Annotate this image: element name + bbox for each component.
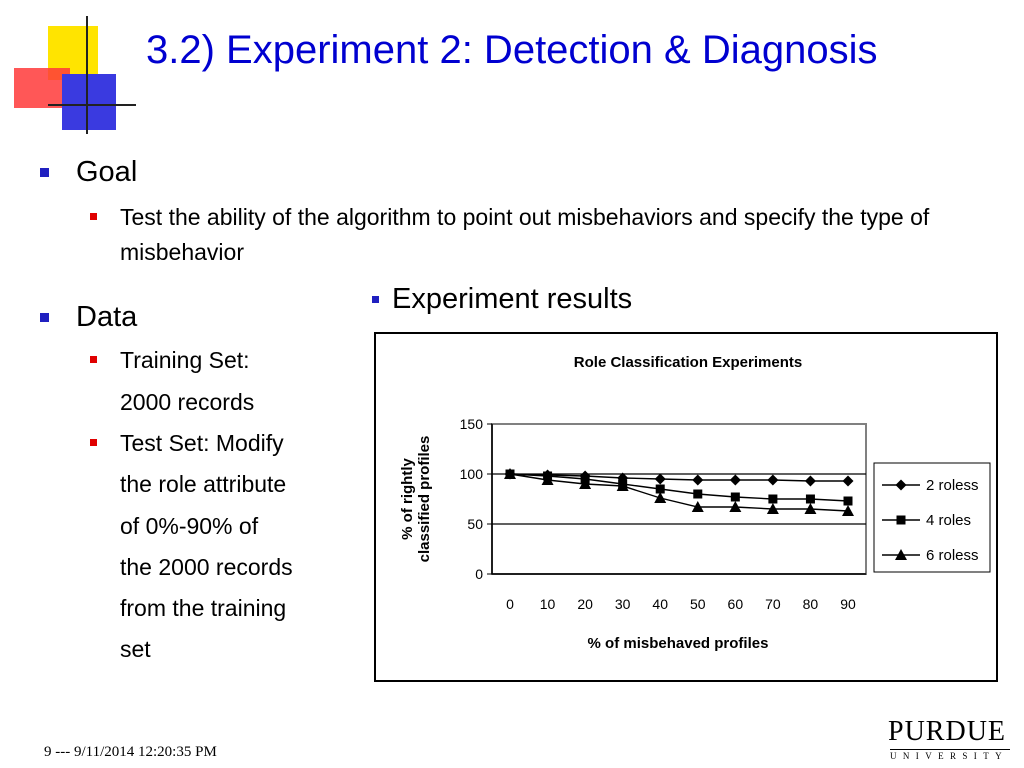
data-point-square [843,496,853,506]
series-line-triangle [509,473,849,512]
data-point-diamond [654,473,666,485]
training-line-1: Training Set: [120,347,250,373]
x-tick-label: 40 [652,596,668,612]
data-point-diamond [842,475,854,487]
data-point-triangle [541,474,554,485]
legend-label: 4 roles [926,512,971,529]
data-point-triangle [504,468,516,479]
slide-title: 3.2) Experiment 2: Detection & Diagnosis [146,28,878,72]
legend-label: 2 roless [926,477,979,494]
goal-text: Test the ability of the algorithm to poi… [120,204,930,265]
data-label: Data [76,301,138,333]
logo-sub-text: UNIVERSITY [890,751,1008,761]
legend-box [873,462,991,573]
bullet-square-icon [372,296,379,303]
bullet-square-icon [40,168,49,177]
x-tick-label: 80 [803,596,819,612]
data-point-square [768,494,778,504]
x-tick-label: 20 [577,596,593,612]
data-point-triangle [842,505,854,516]
series-line-diamond [509,473,848,482]
y-tick-label: 50 [467,516,483,532]
series-line-square [509,473,849,502]
test-line-5: set [120,636,151,662]
data-point-diamond [729,474,741,486]
x-tick-label: 90 [840,596,856,612]
x-axis-label: % of misbehaved profiles [588,635,769,652]
decor-horizontal-line [48,104,136,106]
chart-title: Role Classification Experiments [574,354,802,371]
decor-red-square [14,68,70,108]
bullet-training-set: Training Set: [90,343,250,378]
data-point-square [730,492,740,502]
test-line-0: Test Set: Modify [120,430,284,456]
logo-rule [890,749,1010,750]
legend-marker-diamond [895,479,907,491]
data-point-triangle [804,503,817,514]
test-line-3: the 2000 records [120,554,293,580]
results-heading-text: Experiment results [392,283,633,315]
data-point-triangle [766,503,779,514]
data-point-square [693,489,703,499]
y-tick-label: 150 [460,416,484,432]
test-line-4: from the training [120,595,287,621]
bullet-data: Data [40,301,138,334]
decor-blue-square [62,74,116,130]
x-tick-label: 10 [540,596,556,612]
x-tick-label: 70 [765,596,781,612]
bullet-square-icon [40,313,49,322]
bullet-test-set: Test Set: Modify [90,426,284,461]
legend-marker-square [896,515,906,525]
decor-vertical-line [86,16,88,134]
logo-main-text: PURDUE [888,716,1007,747]
bullet-experiment-results: Experiment results [372,283,633,316]
bullet-square-icon [90,439,97,446]
y-tick-label: 0 [475,566,483,582]
training-line-2: 2000 records [120,389,255,415]
bullet-goal: Goal [40,156,138,189]
y-tick-label: 100 [460,466,484,482]
purdue-logo: PURDUE UNIVERSITY [888,716,1012,761]
x-tick-label: 60 [728,596,744,612]
bullet-goal-detail: Test the ability of the algorithm to poi… [90,200,1000,270]
data-point-diamond [767,474,779,486]
data-point-triangle [729,501,742,512]
x-tick-label: 0 [506,596,514,612]
line-chart: Role Classification Experiments050100150… [399,354,991,652]
legend-label: 6 roless [926,547,979,564]
data-point-triangle [691,501,704,512]
x-tick-label: 30 [615,596,631,612]
legend-marker-triangle [895,549,907,560]
bullet-square-icon [90,356,97,363]
goal-label: Goal [76,156,138,188]
data-point-square [805,494,815,504]
data-point-diamond [804,475,816,487]
data-point-diamond [692,474,704,486]
data-point-square [655,484,665,494]
y-axis-label: % of rightly [399,458,416,540]
data-point-triangle [654,492,667,503]
chart-frame: Role Classification Experiments 0 50 100 150… [374,332,998,682]
bullet-square-icon [90,213,97,220]
y-axis-label: classified profiles [416,436,433,563]
data-point-triangle [579,478,592,489]
test-line-1: the role attribute [120,471,287,497]
data-point-triangle [616,480,629,491]
slide-footer: 9 --- 9/11/2014 12:20:35 PM [44,744,217,760]
x-tick-label: 50 [690,596,706,612]
test-line-2: of 0%-90% of [120,513,259,539]
